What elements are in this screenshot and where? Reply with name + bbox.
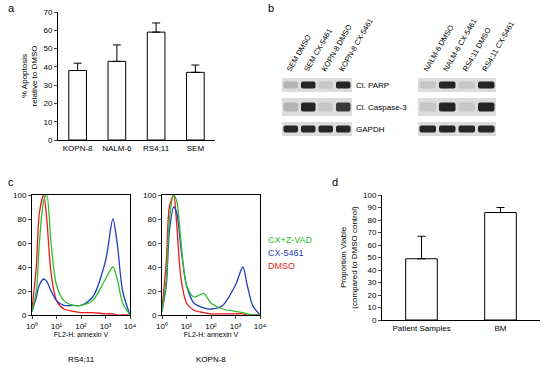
svg-text:0: 0 xyxy=(372,316,377,325)
svg-text:Cl. Caspase-3: Cl. Caspase-3 xyxy=(356,103,407,112)
svg-text:DMSO: DMSO xyxy=(268,261,295,271)
svg-text:10²: 10² xyxy=(205,322,217,331)
svg-text:80: 80 xyxy=(147,215,156,224)
svg-text:80: 80 xyxy=(17,215,26,224)
svg-text:% Apoptosisrelative to DMSO: % Apoptosisrelative to DMSO xyxy=(20,46,39,107)
svg-text:50: 50 xyxy=(367,253,376,262)
svg-text:60: 60 xyxy=(147,239,156,248)
svg-text:20: 20 xyxy=(147,287,156,296)
svg-text:40: 40 xyxy=(367,266,376,275)
svg-text:0: 0 xyxy=(22,311,27,320)
svg-text:KOPN-8 CX-5461: KOPN-8 CX-5461 xyxy=(337,17,375,73)
svg-text:40: 40 xyxy=(17,263,26,272)
svg-text:b: b xyxy=(268,2,274,14)
svg-text:10³: 10³ xyxy=(100,322,112,331)
svg-text:GAPDH: GAPDH xyxy=(356,125,385,134)
svg-text:KOPN-8: KOPN-8 xyxy=(63,144,93,153)
svg-text:100: 100 xyxy=(363,191,377,200)
svg-text:RS4;11 CX-5461: RS4;11 CX-5461 xyxy=(480,20,516,73)
svg-text:Patient Samples: Patient Samples xyxy=(392,324,450,333)
svg-text:20: 20 xyxy=(17,287,26,296)
svg-text:NALM-6 DMSO: NALM-6 DMSO xyxy=(422,23,456,73)
svg-text:SEM DMSO: SEM DMSO xyxy=(285,33,313,73)
svg-text:100: 100 xyxy=(143,191,157,200)
svg-text:BM: BM xyxy=(495,324,507,333)
svg-text:20: 20 xyxy=(367,291,376,300)
svg-text:KOPN-8: KOPN-8 xyxy=(196,355,226,364)
svg-text:10²: 10² xyxy=(75,322,87,331)
svg-text:90: 90 xyxy=(367,203,376,212)
svg-text:10¹: 10¹ xyxy=(51,322,63,331)
svg-text:FL2-H: annexin V: FL2-H: annexin V xyxy=(54,331,109,338)
svg-text:Proportion Viable(compared to: Proportion Viable(compared to DMSO contr… xyxy=(339,206,358,309)
svg-text:10⁰: 10⁰ xyxy=(156,322,168,331)
svg-text:RS4;11: RS4;11 xyxy=(68,355,95,364)
svg-text:FL2-H: annexin V: FL2-H: annexin V xyxy=(184,331,239,338)
svg-text:40: 40 xyxy=(43,63,52,72)
svg-text:SEM: SEM xyxy=(187,144,205,153)
svg-text:70: 70 xyxy=(367,228,376,237)
svg-text:RS4;11: RS4;11 xyxy=(143,144,170,153)
svg-text:10⁴: 10⁴ xyxy=(124,322,137,331)
svg-text:RS4;11 DMSO: RS4;11 DMSO xyxy=(461,26,493,73)
svg-text:10¹: 10¹ xyxy=(181,322,193,331)
svg-text:d: d xyxy=(332,176,338,188)
svg-text:a: a xyxy=(8,2,15,14)
svg-text:c: c xyxy=(8,176,14,188)
svg-text:NALM-6: NALM-6 xyxy=(102,144,132,153)
svg-text:SEM CX-5461: SEM CX-5461 xyxy=(302,27,334,73)
svg-text:CX-5461: CX-5461 xyxy=(268,248,304,258)
svg-text:50: 50 xyxy=(43,44,52,53)
svg-text:NALM-6 CX-5461: NALM-6 CX-5461 xyxy=(441,17,478,73)
svg-text:10: 10 xyxy=(367,303,376,312)
svg-text:10⁰: 10⁰ xyxy=(26,322,38,331)
svg-text:30: 30 xyxy=(43,81,52,90)
svg-text:60: 60 xyxy=(17,239,26,248)
svg-text:30: 30 xyxy=(367,278,376,287)
svg-text:60: 60 xyxy=(367,241,376,250)
svg-text:0: 0 xyxy=(48,136,53,145)
svg-text:10⁴: 10⁴ xyxy=(254,322,267,331)
svg-text:10: 10 xyxy=(43,118,52,127)
svg-text:80: 80 xyxy=(367,216,376,225)
svg-text:CX+Z-VAD: CX+Z-VAD xyxy=(268,235,313,245)
svg-text:40: 40 xyxy=(147,263,156,272)
svg-text:KOPN-8 DMSO: KOPN-8 DMSO xyxy=(320,23,354,73)
svg-text:Cl. PARP: Cl. PARP xyxy=(356,81,389,90)
svg-text:0: 0 xyxy=(152,311,157,320)
svg-text:20: 20 xyxy=(43,99,52,108)
svg-text:100: 100 xyxy=(13,191,27,200)
svg-text:60: 60 xyxy=(43,26,52,35)
svg-text:70: 70 xyxy=(43,8,52,17)
svg-text:10³: 10³ xyxy=(230,322,242,331)
